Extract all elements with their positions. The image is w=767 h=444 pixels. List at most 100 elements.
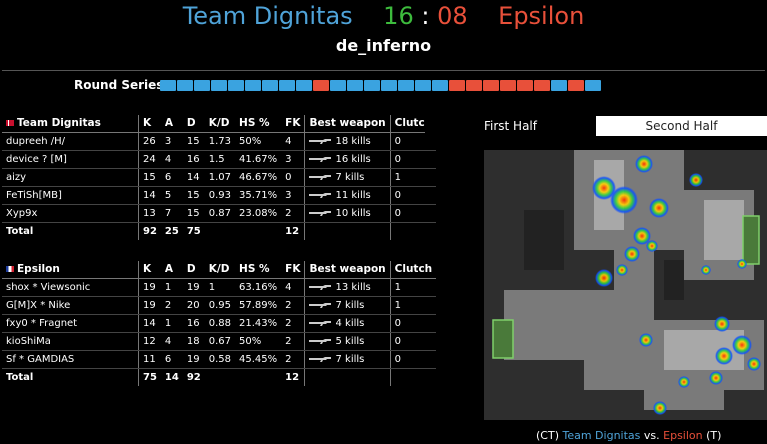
rifle-icon [309, 172, 335, 183]
hs-percent: 41.67% [235, 150, 282, 169]
deaths: 18 [182, 332, 205, 351]
rifle-icon [309, 318, 335, 329]
player-row: G[M]X * Nike 19 2 20 0.95 57.89% 2 7 kills 1 [2, 296, 437, 315]
kills: 11 [137, 350, 161, 369]
assists: 2 [160, 296, 183, 315]
first-kills: 4 [281, 132, 305, 151]
round-segment-t [568, 80, 584, 91]
round-segment-ct [330, 80, 346, 91]
kd-ratio: 1.07 [204, 168, 236, 187]
best-weapon: 16 kills [304, 150, 391, 169]
tab-first-half[interactable]: First Half [425, 116, 596, 136]
round-segment-t [500, 80, 516, 91]
col-clutch: Clutch [389, 261, 437, 279]
deaths: 15 [182, 186, 205, 205]
first-kills: 2 [281, 204, 305, 223]
clutches: 0 [389, 204, 437, 223]
kills: 14 [137, 186, 161, 205]
col-hs: HS % [235, 115, 282, 133]
player-row: FeTiSh[MB] 14 5 15 0.93 35.71% 3 11 kills 0 [2, 186, 437, 205]
best-weapon: 7 kills [304, 350, 391, 369]
player-row: Sf * GAMDIAS 11 6 19 0.58 45.45% 2 7 kills 0 [2, 350, 437, 369]
player-name: Sf * GAMDIAS [2, 350, 139, 369]
best-weapon: 18 kills [304, 132, 391, 151]
hs-percent: 63.16% [235, 278, 282, 297]
round-segment-ct [585, 80, 601, 91]
deaths: 19 [182, 350, 205, 369]
player-row: Xyp9x 13 7 15 0.87 23.08% 2 10 kills 0 [2, 204, 437, 223]
clutches: 1 [389, 296, 437, 315]
total-first-kills: 12 [285, 226, 300, 237]
first-kills: 2 [281, 332, 305, 351]
tab-second-half[interactable]: Second Half [596, 116, 767, 136]
first-kills: 2 [281, 296, 305, 315]
assists: 4 [160, 150, 183, 169]
round-series-label: Round Series [74, 78, 164, 92]
col-kd: K/D [204, 261, 236, 279]
deaths: 16 [182, 150, 205, 169]
bombsite-b [742, 215, 760, 265]
player-name: fxy0 * Fragnet [2, 314, 139, 333]
player-name: device ? [M] [2, 150, 139, 169]
kd-ratio: 0.95 [204, 296, 236, 315]
team-t-header: Epsilon [2, 261, 139, 279]
caption-ct-team: Team Dignitas [562, 429, 641, 442]
rifle-icon [309, 354, 335, 365]
fr-flag-icon [6, 266, 14, 272]
assists: 1 [160, 314, 183, 333]
clutches: 0 [389, 314, 437, 333]
col-d: D [182, 115, 205, 133]
round-segment-ct [381, 80, 397, 91]
assists: 7 [160, 204, 183, 223]
kills: 12 [137, 332, 161, 351]
col-best-weapon: Best weapon [304, 115, 391, 133]
player-name: FeTiSh[MB] [2, 186, 139, 205]
round-segment-ct [415, 80, 431, 91]
dk-flag-icon [6, 120, 14, 126]
kd-ratio: 1.5 [204, 150, 236, 169]
total-assists: 25 [164, 226, 179, 237]
caption-t-team: Epsilon [663, 429, 703, 442]
rifle-icon [309, 190, 335, 201]
first-kills: 4 [281, 278, 305, 297]
round-segment-ct [347, 80, 363, 91]
score-ct: 16 [383, 2, 414, 30]
first-kills: 3 [281, 186, 305, 205]
col-k: K [137, 115, 161, 133]
kills: 19 [137, 278, 161, 297]
kills: 13 [137, 204, 161, 223]
total-deaths: 75 [186, 226, 201, 237]
first-kills: 2 [281, 350, 305, 369]
clutches: 1 [389, 278, 437, 297]
scoreboard-header: Team Dignitas 16 : 08 Epsilon [0, 2, 767, 30]
round-segment-ct [228, 80, 244, 91]
best-weapon: 13 kills [304, 278, 391, 297]
round-segment-t [313, 80, 329, 91]
round-segment-ct [398, 80, 414, 91]
kills: 15 [137, 168, 161, 187]
deaths: 15 [182, 132, 205, 151]
player-name: kioShiMa [2, 332, 139, 351]
kd-ratio: 1 [204, 278, 236, 297]
heatmap-map [484, 150, 767, 420]
round-segment-ct [432, 80, 448, 91]
best-weapon: 7 kills [304, 296, 391, 315]
header-divider [2, 70, 765, 71]
best-weapon: 7 kills [304, 168, 391, 187]
col-clutch: Clutch [389, 115, 437, 133]
total-kills: 92 [137, 222, 161, 240]
first-kills: 0 [281, 168, 305, 187]
total-assists: 14 [164, 372, 179, 383]
clutches: 1 [389, 168, 437, 187]
col-fk: FK [281, 115, 305, 133]
best-weapon: 10 kills [304, 204, 391, 223]
deaths: 19 [182, 278, 205, 297]
clutches: 0 [389, 150, 437, 169]
assists: 5 [160, 186, 183, 205]
col-k: K [137, 261, 161, 279]
player-row: aizy 15 6 14 1.07 46.67% 0 7 kills 1 [2, 168, 437, 187]
clutches: 0 [389, 332, 437, 351]
rifle-icon [309, 300, 335, 311]
hs-percent: 57.89% [235, 296, 282, 315]
kd-ratio: 0.93 [204, 186, 236, 205]
